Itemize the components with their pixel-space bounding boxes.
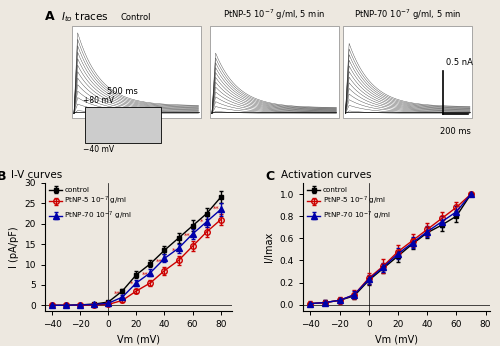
Text: A: A [45, 10, 54, 24]
Text: Control: Control [121, 12, 152, 21]
Text: C: C [266, 170, 275, 183]
Legend: control, PtNP-5 10$^{-7}$ g/ml, PtNP-70 10$^{-7}$ g/ml: control, PtNP-5 10$^{-7}$ g/ml, PtNP-70 … [306, 186, 391, 222]
Text: Activation curves: Activation curves [280, 170, 371, 180]
Text: *: * [172, 248, 176, 254]
Text: B: B [0, 170, 6, 183]
Text: 200 ms: 200 ms [440, 127, 471, 136]
X-axis label: Vm (mV): Vm (mV) [375, 335, 418, 345]
Y-axis label: I (pA/pF): I (pA/pF) [9, 226, 19, 268]
Text: PtNP-70 10$^{-7}$ g/ml, 5 min: PtNP-70 10$^{-7}$ g/ml, 5 min [354, 7, 462, 21]
Text: I-V curves: I-V curves [12, 170, 63, 180]
Text: $I_{to}$ traces: $I_{to}$ traces [60, 10, 108, 24]
X-axis label: Vm (mV): Vm (mV) [117, 335, 160, 345]
Text: **: ** [156, 258, 163, 264]
Text: 0.5 nA: 0.5 nA [446, 57, 472, 66]
Text: **: ** [184, 233, 191, 239]
Text: PtNP-5 10$^{-7}$ g/ml, 5 min: PtNP-5 10$^{-7}$ g/ml, 5 min [223, 7, 325, 21]
Bar [85, 107, 160, 143]
Legend: control, PtNP-5 10$^{-7}$ g/ml, PtNP-70 10$^{-7}$ g/ml: control, PtNP-5 10$^{-7}$ g/ml, PtNP-70 … [48, 186, 133, 222]
Text: −40 mV: −40 mV [83, 145, 114, 154]
Text: *: * [130, 281, 133, 286]
Y-axis label: I/Imax: I/Imax [264, 232, 274, 262]
Bar [72, 26, 201, 118]
Bar [210, 26, 338, 118]
Text: **: ** [142, 272, 149, 277]
Text: *: * [200, 219, 203, 225]
Bar [343, 26, 472, 118]
Text: **: ** [114, 291, 121, 297]
Text: **: ** [212, 206, 219, 212]
Text: +80 mV: +80 mV [83, 96, 114, 105]
Text: 500 ms: 500 ms [108, 87, 138, 96]
